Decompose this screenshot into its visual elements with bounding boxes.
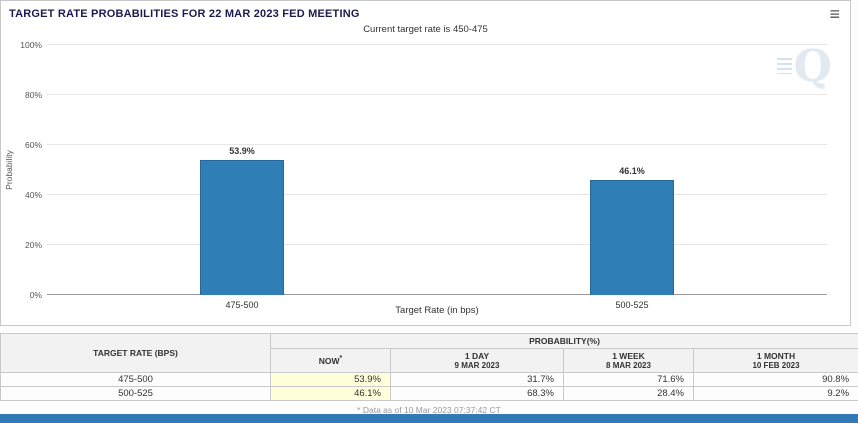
day-probability-cell: 68.3%	[390, 386, 564, 401]
gridline	[47, 194, 827, 195]
chart-card: TARGET RATE PROBABILITIES FOR 22 MAR 202…	[0, 0, 851, 326]
now-probability-cell: 46.1%	[270, 386, 391, 401]
bottom-accent-bar	[0, 414, 858, 423]
bar-chart-plot-area: 0% 20% 40% 60% 80% 100% 53.9% 475-500 46.1% 500-5…	[20, 40, 827, 310]
table-header-target-rate: TARGET RATE (BPS)	[0, 333, 271, 373]
y-tick-label: 40%	[24, 190, 42, 200]
y-axis-label: Probability	[4, 150, 14, 190]
gridline	[47, 94, 827, 95]
x-axis-label: Target Rate (in bps)	[395, 305, 479, 316]
bar-500-525[interactable]	[590, 179, 674, 295]
gridline	[47, 294, 827, 295]
column-header-1-week: 1 WEEK 8 MAR 2023	[563, 348, 694, 373]
gridline	[47, 44, 827, 45]
rate-cell: 500-525	[0, 386, 271, 401]
y-tick-label: 80%	[24, 90, 42, 100]
column-header-1-day: 1 DAY 9 MAR 2023	[390, 348, 564, 373]
bar-value-label: 46.1%	[619, 165, 645, 176]
day-probability-cell: 31.7%	[390, 372, 564, 387]
now-probability-cell: 53.9%	[270, 372, 391, 387]
table-row-475-500: 475-500 53.9% 31.7% 71.6% 90.8%	[0, 372, 858, 387]
table-header-probability: PROBABILITY(%)	[269, 333, 858, 349]
week-probability-cell: 71.6%	[563, 372, 694, 387]
quikstrike-watermark-icon: Q	[776, 41, 832, 92]
x-tick-label: 500-525	[615, 300, 649, 310]
y-tick-label: 20%	[24, 240, 42, 250]
y-tick-label: 0%	[29, 290, 42, 300]
rate-cell: 475-500	[0, 372, 271, 387]
table-row-500-525: 500-525 46.1% 68.3% 28.4% 9.2%	[0, 386, 858, 401]
chart-header: TARGET RATE PROBABILITIES FOR 22 MAR 202…	[1, 1, 850, 24]
gridline	[47, 144, 827, 145]
gridline	[47, 244, 827, 245]
hamburger-menu-icon[interactable]: ≡	[829, 4, 840, 24]
y-tick-label: 100%	[20, 40, 42, 50]
chart-subtitle: Current target rate is 450-475	[363, 24, 488, 35]
month-probability-cell: 90.8%	[692, 372, 858, 387]
column-header-now: NOW*	[270, 348, 391, 373]
page-title: TARGET RATE PROBABILITIES FOR 22 MAR 202…	[9, 8, 360, 20]
bar-475-500[interactable]	[200, 160, 284, 295]
table-group-header-row: TARGET RATE (BPS) PROBABILITY(%)	[0, 333, 858, 373]
month-probability-cell: 9.2%	[692, 386, 858, 401]
probability-table: TARGET RATE (BPS) PROBABILITY(%) NOW* 1 …	[0, 333, 858, 401]
bar-value-label: 53.9%	[229, 146, 255, 157]
week-probability-cell: 28.4%	[563, 386, 694, 401]
y-tick-label: 60%	[24, 140, 42, 150]
column-header-1-month: 1 MONTH 10 FEB 2023	[692, 348, 858, 373]
data-as-of-footnote: * Data as of 10 Mar 2023 07:37:42 CT	[357, 405, 501, 415]
x-tick-label: 475-500	[225, 300, 259, 310]
